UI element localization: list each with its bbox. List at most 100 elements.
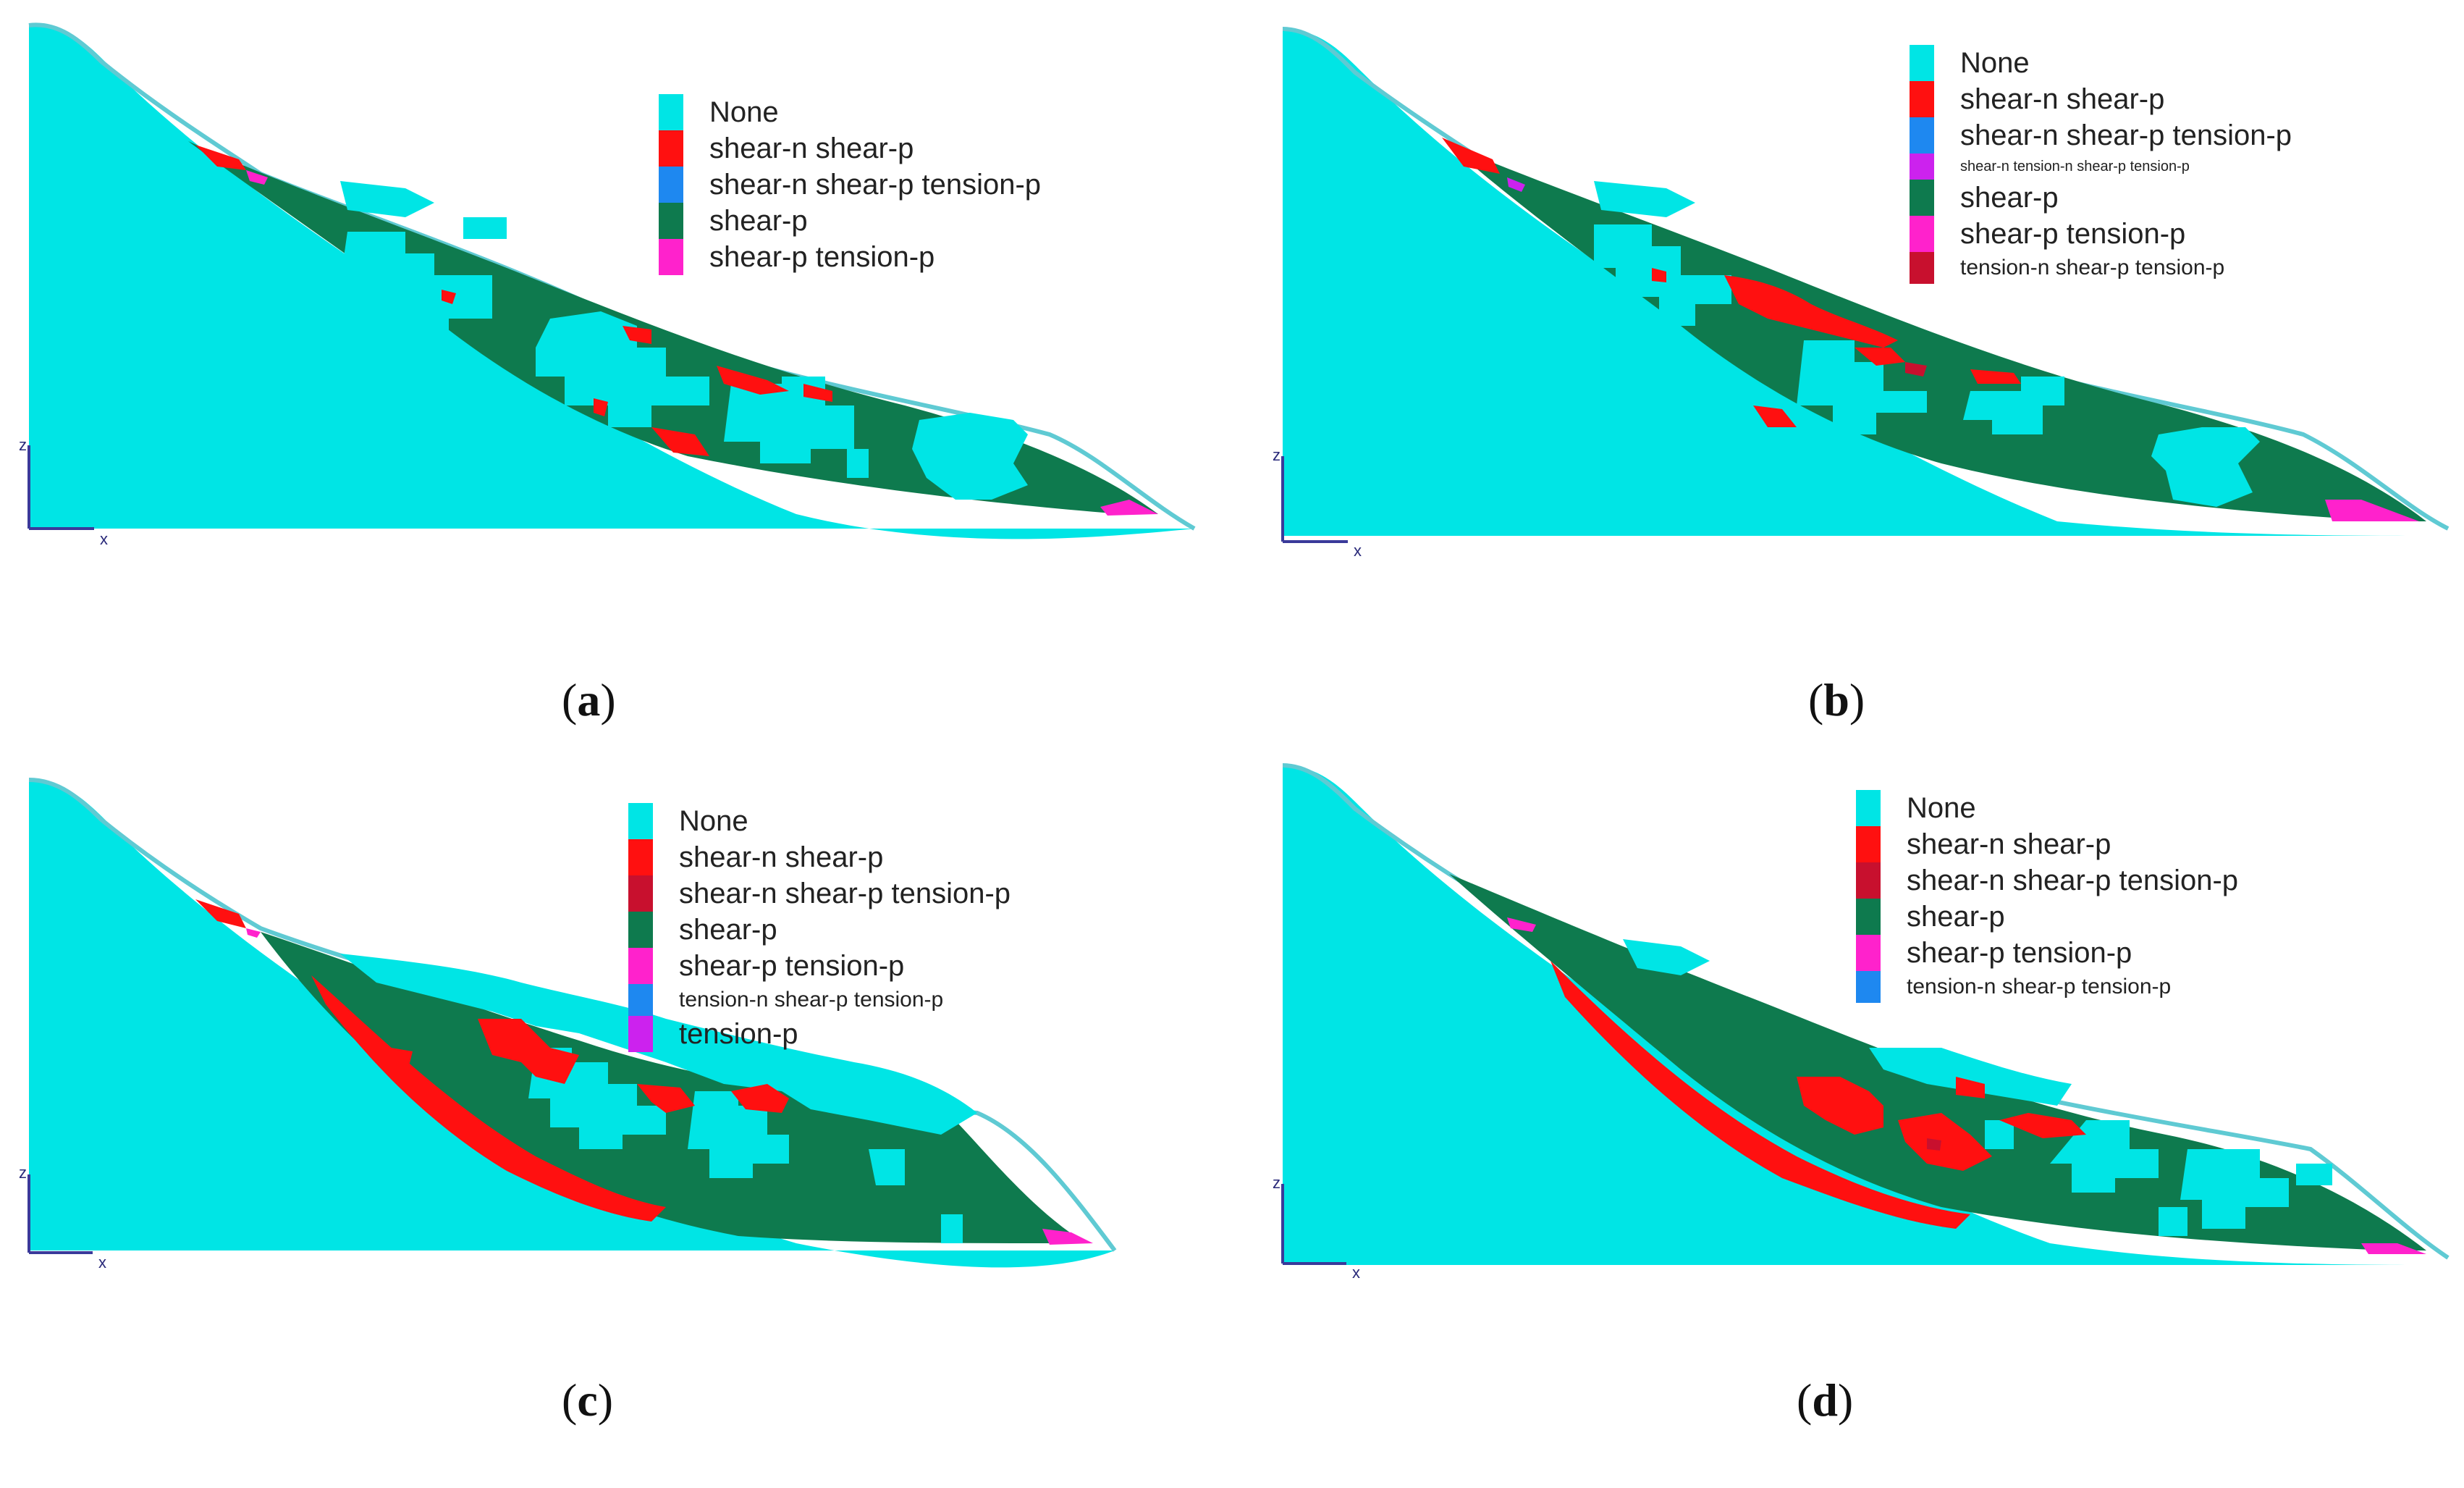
legend-item: tension-n shear-p tension-p: [1856, 971, 2363, 1003]
legend-item: None: [1910, 45, 2416, 81]
legend-label: shear-p tension-p: [679, 950, 905, 982]
legend-item: shear-n shear-p tension-p: [1856, 862, 2363, 899]
caption-d: (d): [1797, 1374, 1854, 1426]
legend-swatch: [628, 912, 653, 948]
legend-label: shear-p tension-p: [1960, 218, 2186, 250]
legend-swatch: [1856, 826, 1881, 862]
legend-item: shear-p tension-p: [628, 948, 1135, 984]
zone-shear-n-tension-n-shear-p-tension-p: [1507, 177, 1525, 192]
legend-label: shear-p: [709, 205, 808, 237]
legend-swatch: [1910, 180, 1934, 216]
legend-swatch: [1856, 899, 1881, 935]
legend-label: None: [1907, 792, 1976, 824]
elastic-islands: [340, 181, 1028, 500]
legend-swatch: [1856, 971, 1881, 1003]
legend-swatch: [659, 239, 683, 275]
elastic-islands: [1623, 939, 2332, 1236]
legend-label: shear-n shear-p: [1907, 828, 2111, 860]
legend-swatch: [1856, 790, 1881, 826]
legend-label: shear-n shear-p tension-p: [709, 169, 1042, 201]
axis-x-label: x: [98, 1253, 106, 1271]
zone-shear-p-tension-p: [2361, 1243, 2426, 1254]
legend-label: None: [1960, 47, 2030, 79]
zone-shear-p-tension-p: [1100, 500, 1158, 516]
zone-shear-p-tension-p: [1507, 917, 1536, 932]
legend-item: None: [1856, 790, 2363, 826]
legend-item: shear-n shear-p: [628, 839, 1135, 875]
legend-swatch: [659, 94, 683, 130]
caption-a: (a): [562, 674, 616, 726]
legend-label: None: [679, 805, 748, 837]
legend-label: shear-n shear-p tension-p: [1960, 119, 2292, 151]
zone-shear-p-tension-p: [246, 170, 268, 185]
legend-label: None: [709, 96, 779, 128]
legend-swatch: [659, 130, 683, 167]
panel-b: z x None shear-n shear-p shear-n shear-p t…: [1232, 0, 2464, 744]
legend-swatch: [1910, 154, 1934, 180]
legend-swatch: [1910, 252, 1934, 284]
slope-model-a: z x: [19, 22, 1196, 548]
axis-z-label: z: [1273, 446, 1280, 464]
plastic-zone-shear-p: [1449, 145, 2426, 521]
legend-swatch: [659, 203, 683, 239]
legend-swatch: [628, 948, 653, 984]
zone-shear-n-shear-p: [195, 899, 789, 1222]
axis-indicator: z x: [1273, 1174, 1360, 1282]
legend-label: shear-n shear-p: [709, 133, 914, 164]
legend-label: shear-p: [1960, 182, 2059, 214]
axis-x-label: x: [100, 530, 108, 548]
panel-d: z x None shear-n shear-p shear-n shear-p t…: [1232, 744, 2464, 1487]
plastic-zone-shear-p: [1449, 874, 2426, 1250]
legend-swatch: [659, 167, 683, 203]
legend-item: shear-p: [1910, 180, 2416, 216]
zone-shear-p-tension-p: [246, 928, 261, 938]
slope-body: [29, 780, 1115, 1268]
axis-indicator: z x: [19, 1164, 106, 1271]
legend-swatch: [1910, 216, 1934, 252]
legend-item: shear-p tension-p: [659, 239, 1165, 275]
legend-label: shear-n shear-p tension-p: [1907, 865, 2239, 896]
legend-item: None: [659, 94, 1165, 130]
legend-swatch: [628, 803, 653, 839]
legend-label: shear-n shear-p tension-p: [679, 878, 1011, 909]
legend-item: tension-p: [628, 1016, 1135, 1052]
legend-label: shear-p tension-p: [1907, 937, 2132, 969]
legend-item: shear-p tension-p: [1910, 216, 2416, 252]
legend-swatch: [628, 984, 653, 1016]
slope-body: [1283, 765, 2448, 1265]
legend-swatch: [628, 1016, 653, 1052]
slope-body: [1283, 29, 2448, 536]
legend-label: tension-n shear-p tension-p: [679, 988, 944, 1012]
axis-z-label: z: [1273, 1174, 1280, 1192]
axis-x-label: x: [1352, 1264, 1360, 1282]
axis-x-label: x: [1354, 542, 1362, 560]
zone-shear-n-shear-p: [1442, 138, 2021, 427]
axis-indicator: z x: [1273, 446, 1362, 560]
legend-swatch: [1856, 935, 1881, 971]
caption-b: (b): [1808, 674, 1865, 726]
legend-item: tension-n shear-p tension-p: [1910, 252, 2416, 284]
elastic-islands: [1594, 181, 2260, 507]
legend-item: shear-n shear-p: [1910, 81, 2416, 117]
legend-item: shear-p: [1856, 899, 2363, 935]
legend-label: tension-n shear-p tension-p: [1907, 975, 2172, 999]
legend-item: None: [628, 803, 1135, 839]
slope-body: [29, 25, 1194, 539]
zone-shear-p-tension-p: [1042, 1229, 1093, 1245]
legend-item: shear-n shear-p: [1856, 826, 2363, 862]
legend-item: tension-n shear-p tension-p: [628, 984, 1135, 1016]
zone-tension-n-shear-p-tension-p: [1905, 362, 1927, 377]
legend-item: shear-p: [628, 912, 1135, 948]
plastic-zone-shear-p: [188, 141, 1158, 514]
legend-item: shear-n tension-n shear-p tension-p: [1910, 154, 2416, 180]
slope-model-d: z x: [1273, 763, 2450, 1282]
zone-shear-p-tension-p: [2325, 500, 2419, 521]
legend-label: shear-n shear-p: [1960, 83, 2165, 115]
axis-z-label: z: [19, 1164, 27, 1182]
legend-item: shear-n shear-p tension-p: [659, 167, 1165, 203]
legend-item: shear-n shear-p: [659, 130, 1165, 167]
legend-swatch: [1856, 862, 1881, 899]
legend-label: shear-p tension-p: [709, 241, 935, 273]
panel-c: z x None shear-n shear-p shear-n shear-p t…: [0, 744, 1232, 1487]
legend-item: shear-p tension-p: [1856, 935, 2363, 971]
